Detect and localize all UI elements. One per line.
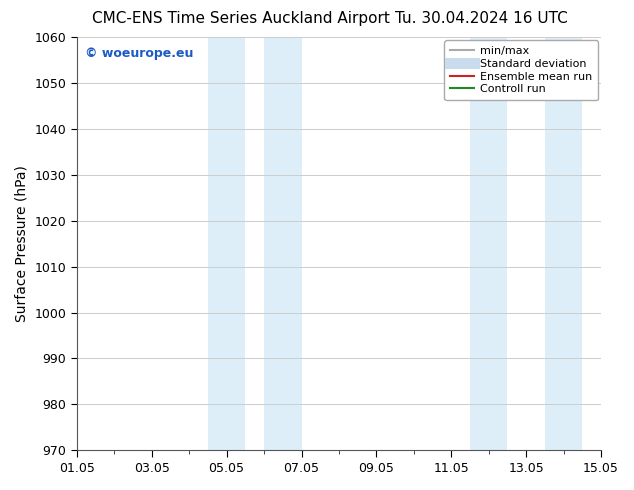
Legend: min/max, Standard deviation, Ensemble mean run, Controll run: min/max, Standard deviation, Ensemble me… bbox=[444, 41, 598, 100]
Text: © woeurope.eu: © woeurope.eu bbox=[85, 48, 193, 60]
Y-axis label: Surface Pressure (hPa): Surface Pressure (hPa) bbox=[15, 165, 29, 322]
Bar bbox=[264, 37, 302, 450]
Bar bbox=[545, 37, 583, 450]
Text: Tu. 30.04.2024 16 UTC: Tu. 30.04.2024 16 UTC bbox=[396, 11, 568, 26]
Text: CMC-ENS Time Series Auckland Airport: CMC-ENS Time Series Auckland Airport bbox=[92, 11, 390, 26]
Bar bbox=[470, 37, 507, 450]
Bar bbox=[208, 37, 245, 450]
